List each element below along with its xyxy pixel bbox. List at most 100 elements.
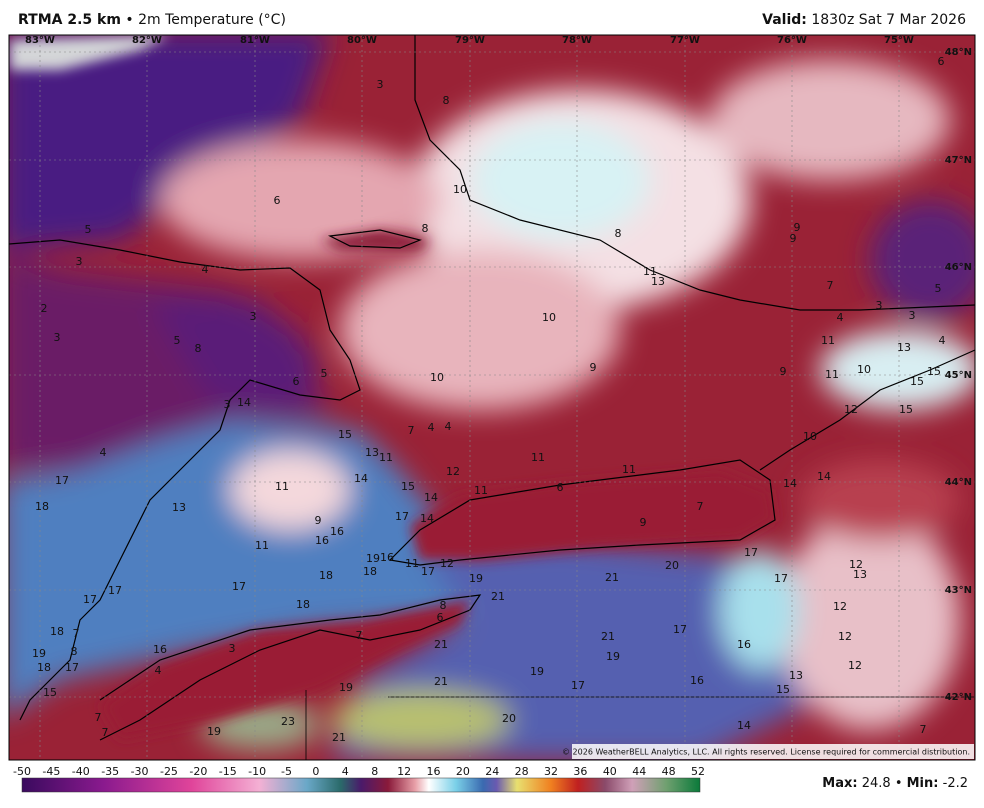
station-value: 19: [32, 647, 46, 660]
map-title: RTMA 2.5 km • 2m Temperature (°C): [18, 12, 286, 28]
colorbar-tick-label: -5: [281, 765, 292, 778]
longitude-label: 83°W: [25, 35, 55, 46]
station-value: 6: [274, 194, 281, 207]
station-value: 16: [330, 525, 344, 538]
station-value: 12: [838, 630, 852, 643]
station-value: 21: [434, 638, 448, 651]
station-value: 3: [76, 255, 83, 268]
station-value: 3: [377, 78, 384, 91]
station-value: 16: [315, 534, 329, 547]
colorbar-tick-label: -40: [72, 765, 90, 778]
station-value: 3: [250, 310, 257, 323]
longitude-label: 81°W: [240, 35, 270, 46]
longitude-label: 78°W: [562, 35, 592, 46]
colorbar-tick-label: -50: [13, 765, 31, 778]
separator: •: [125, 12, 134, 28]
colorbar-tick-label: -45: [42, 765, 60, 778]
station-value: 3: [224, 398, 231, 411]
station-value: 20: [665, 559, 679, 572]
station-value: 3: [909, 309, 916, 322]
subtitle: 2m Temperature (°C): [138, 12, 286, 28]
station-value: 7: [356, 629, 363, 642]
station-value: 7: [102, 726, 109, 739]
station-value: 12: [844, 403, 858, 416]
station-value: 5: [85, 223, 92, 236]
station-value: 17: [83, 593, 97, 606]
station-value: 21: [605, 571, 619, 584]
station-value: 18: [50, 625, 64, 638]
station-value: 16: [690, 674, 704, 687]
separator: •: [895, 776, 903, 791]
colorbar-tick-label: 44: [632, 765, 646, 778]
station-value: 21: [332, 731, 346, 744]
station-value: 10: [430, 371, 444, 384]
copyright-box: [572, 744, 974, 759]
station-value: 4: [155, 664, 162, 677]
colorbar-tick-label: -35: [101, 765, 119, 778]
station-value: 12: [833, 600, 847, 613]
station-value: 5: [321, 367, 328, 380]
station-value: 7: [920, 723, 927, 736]
station-value: 3: [229, 642, 236, 655]
station-value: 14: [354, 472, 368, 485]
colorbar-tick-label: 40: [603, 765, 617, 778]
station-value: 3: [876, 299, 883, 312]
station-value: 15: [910, 375, 924, 388]
station-value: 19: [366, 552, 380, 565]
graticule-labels: 83°W 82°W 81°W 80°W 79°W 78°W 77°W 76°W 75°W 48°N…: [25, 35, 972, 703]
max-min: Max: 24.8 • Min: -2.2: [822, 776, 968, 791]
station-value: 8: [443, 94, 450, 107]
station-value: 6: [938, 55, 945, 68]
station-value: 11: [379, 451, 393, 464]
max-label: Max:: [822, 776, 857, 791]
station-value: 14: [737, 719, 751, 732]
longitude-label: 80°W: [347, 35, 377, 46]
station-value: 17: [421, 565, 435, 578]
station-value: 7: [408, 424, 415, 437]
station-value: 13: [365, 446, 379, 459]
colorbar-tick-label: 48: [662, 765, 676, 778]
station-value: 16: [380, 551, 394, 564]
colorbar-tick-label: 12: [397, 765, 411, 778]
colorbar-tick-label: 24: [485, 765, 499, 778]
station-value: 17: [571, 679, 585, 692]
station-value: 8: [195, 342, 202, 355]
station-value: 11: [275, 480, 289, 493]
station-value: 18: [319, 569, 333, 582]
station-value: 17: [673, 623, 687, 636]
station-value: 18: [37, 661, 51, 674]
station-value: 17: [744, 546, 758, 559]
colorbar-tick-label: 28: [515, 765, 529, 778]
station-value: 9: [315, 514, 322, 527]
station-value: 17: [55, 474, 69, 487]
colorbar-tick-label: 20: [456, 765, 470, 778]
station-value: 6: [293, 375, 300, 388]
station-value: 19: [530, 665, 544, 678]
latitude-label: 48°N: [945, 47, 972, 58]
longitude-label: 79°W: [455, 35, 485, 46]
colorbar-tick-label: 32: [544, 765, 558, 778]
station-value: 14: [783, 477, 797, 490]
station-value: 11: [474, 484, 488, 497]
longitude-label: 75°W: [884, 35, 914, 46]
station-value: 9: [590, 361, 597, 374]
station-value: 19: [207, 725, 221, 738]
station-value: 13: [853, 568, 867, 581]
colorbar-tick-label: -20: [189, 765, 207, 778]
station-value: 5: [935, 282, 942, 295]
station-value: 19: [606, 650, 620, 663]
station-value: 12: [440, 557, 454, 570]
station-value: 14: [420, 512, 434, 525]
station-value: 17: [65, 661, 79, 674]
colorbar-tick-label: 36: [573, 765, 587, 778]
station-value: 17: [395, 510, 409, 523]
station-value: 17: [232, 580, 246, 593]
station-value: 11: [821, 334, 835, 347]
station-value: 9: [790, 232, 797, 245]
station-value: 3: [54, 331, 61, 344]
station-value: 8: [71, 645, 78, 658]
station-value: 11: [622, 463, 636, 476]
colorbar-tick-label: 0: [312, 765, 319, 778]
station-value: 23: [281, 715, 295, 728]
